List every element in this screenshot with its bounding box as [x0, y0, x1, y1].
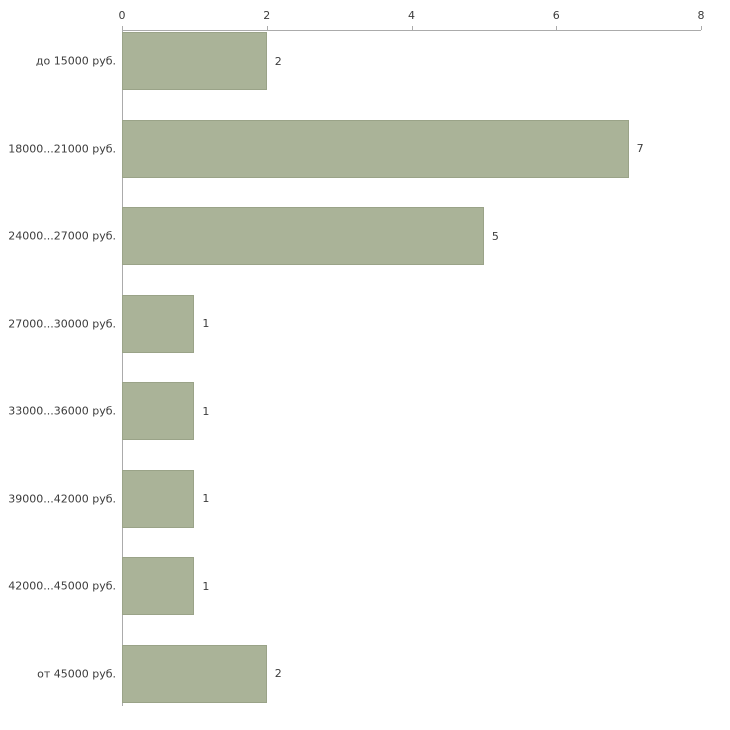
category-label: 33000...36000 руб.: [8, 404, 116, 418]
x-axis-line: [122, 30, 701, 31]
category-label: 18000...21000 руб.: [8, 142, 116, 155]
category-label: 42000...45000 руб.: [8, 579, 116, 593]
bar-row: 24000...27000 руб. 5: [8, 207, 730, 265]
category-label: 24000...27000 руб.: [8, 229, 116, 243]
bar: [122, 557, 195, 615]
bar-row: от 45000 руб. 2: [37, 644, 730, 703]
x-tick-label: 4: [408, 9, 415, 22]
value-label: 1: [202, 579, 210, 593]
category-label: от 45000 руб.: [37, 667, 116, 680]
x-tick-label: 2: [263, 9, 271, 22]
bar-row: 18000...21000 руб. 7: [8, 119, 730, 178]
bar: [122, 32, 267, 90]
y-axis-line: [122, 30, 123, 706]
bar-row: 39000...42000 руб. 1: [8, 469, 730, 528]
category-label: до 15000 руб.: [35, 54, 116, 68]
bar: [122, 294, 195, 353]
bar-row: 42000...45000 руб. 1: [8, 557, 730, 615]
x-tick-label: 6: [552, 9, 560, 22]
bar: [122, 382, 195, 440]
category-label: 39000...42000 руб.: [8, 492, 116, 505]
value-label: 7: [636, 142, 644, 155]
bar-row: 33000...36000 руб. 1: [8, 382, 730, 440]
x-tick-label: 0: [118, 9, 126, 22]
value-label: 1: [202, 492, 210, 505]
bar-row: до 15000 руб. 2: [36, 32, 730, 90]
value-label: 1: [202, 404, 210, 418]
value-label: 5: [491, 229, 499, 243]
x-tick: [411, 26, 413, 30]
x-tick-label: 8: [697, 9, 705, 22]
x-tick: [556, 26, 558, 30]
x-tick: [701, 26, 702, 30]
plot-area: 0 2 4 6 8 до 15000 руб. 2 18000...21000 руб. 7 24…: [8, 9, 705, 730]
bar: [122, 469, 195, 528]
bar-row: 27000...30000 руб. 1: [8, 294, 730, 353]
x-tick: [122, 26, 123, 30]
value-label: 2: [274, 54, 282, 68]
value-label: 1: [202, 317, 210, 330]
bar: [122, 119, 629, 178]
bar: [122, 207, 484, 265]
x-tick: [266, 26, 268, 30]
value-label: 2: [274, 667, 282, 680]
category-label: 27000...30000 руб.: [8, 317, 116, 330]
bar: [122, 644, 267, 703]
